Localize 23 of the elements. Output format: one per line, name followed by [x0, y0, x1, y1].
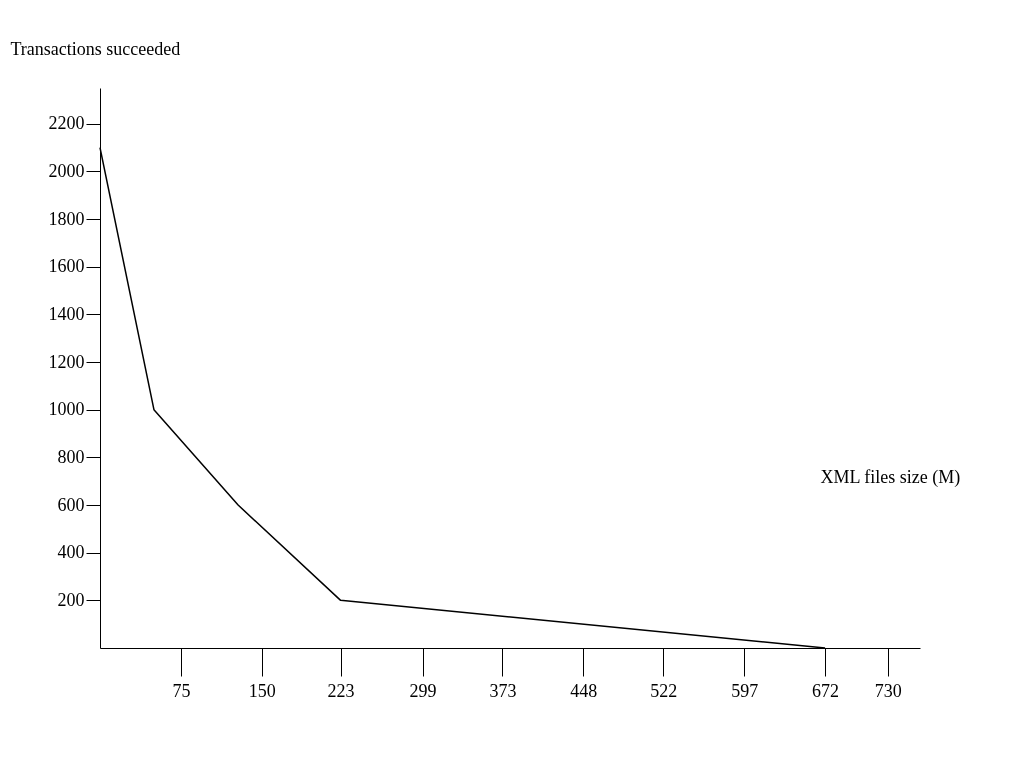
y-tick-label: 1600 [48, 256, 85, 277]
x-tick-label: 448 [570, 680, 598, 701]
y-tick-label: 600 [57, 494, 85, 515]
x-tick-label: 730 [874, 680, 902, 701]
y-tick-label: 2200 [48, 113, 85, 134]
x-tick-label: 223 [327, 680, 355, 701]
y-tick-label: 2000 [48, 160, 85, 181]
y-tick-label: 1200 [48, 351, 85, 372]
x-tick-label: 75 [172, 680, 191, 701]
y-tick-label: 800 [57, 446, 85, 467]
x-tick-label: 150 [248, 680, 276, 701]
y-tick-label: 1800 [48, 208, 85, 229]
y-axis-title: Transactions succeeded [10, 38, 181, 59]
y-tick-label: 200 [57, 589, 85, 610]
x-axis-title: XML files size (M) [820, 467, 961, 489]
x-tick-label: 373 [489, 680, 517, 701]
x-tick-label: 672 [812, 680, 840, 701]
x-tick-label: 597 [731, 680, 759, 701]
y-tick-label: 400 [57, 542, 85, 563]
x-tick-label: 299 [409, 680, 437, 701]
y-tick-label: 1000 [48, 399, 85, 420]
y-tick-label: 1400 [48, 303, 85, 324]
x-tick-label: 522 [650, 680, 678, 701]
